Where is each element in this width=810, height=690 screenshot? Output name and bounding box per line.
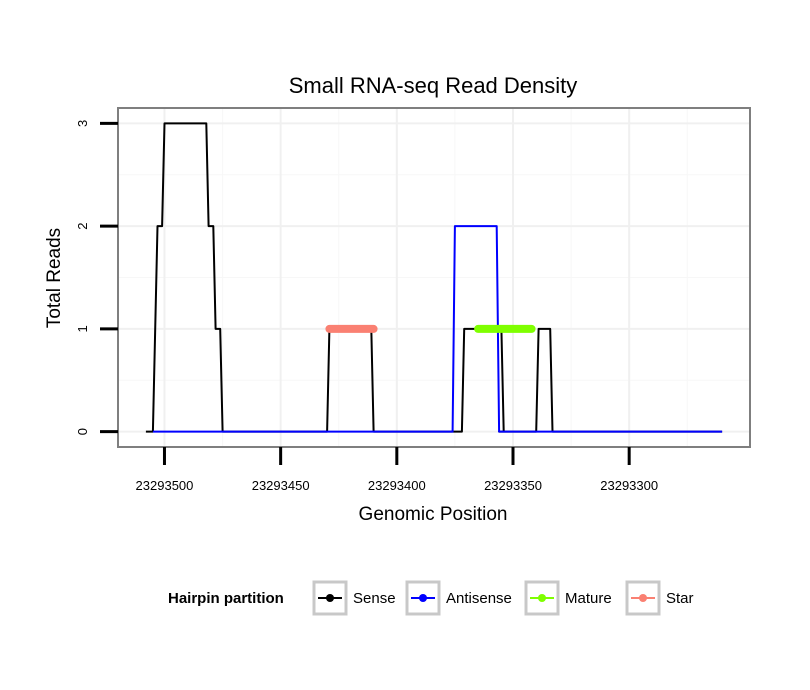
legend-key-dot xyxy=(326,594,334,602)
legend-key-dot xyxy=(538,594,546,602)
legend-label-star: Star xyxy=(666,590,694,607)
legend-label-antisense: Antisense xyxy=(446,590,512,607)
y-tick-label: 1 xyxy=(75,325,90,332)
series-layer xyxy=(145,122,723,433)
y-axis: 0 1 2 3 xyxy=(75,120,118,435)
legend-label-mature: Mature xyxy=(565,590,612,607)
legend-title: Hairpin partition xyxy=(168,590,284,607)
x-tick-label: 23293500 xyxy=(136,478,194,493)
y-tick-label: 3 xyxy=(75,120,90,127)
x-axis-title: Genomic Position xyxy=(359,504,508,525)
series-line-antisense xyxy=(152,225,723,433)
x-tick-label: 23293450 xyxy=(252,478,310,493)
legend-key-dot xyxy=(419,594,427,602)
chart-title: Small RNA-seq Read Density xyxy=(289,73,578,98)
x-tick-label: 23293300 xyxy=(600,478,658,493)
plot-border xyxy=(117,107,751,448)
legend-key-dot xyxy=(639,594,647,602)
y-tick-label: 0 xyxy=(75,428,90,435)
y-tick-label: 2 xyxy=(75,223,90,230)
x-tick-label: 23293350 xyxy=(484,478,542,493)
legend-label-sense: Sense xyxy=(353,590,396,607)
x-tick-label: 23293400 xyxy=(368,478,426,493)
y-axis-title: Total Reads xyxy=(44,228,65,328)
x-axis: 23293500 23293450 23293400 23293350 23293300 xyxy=(136,447,658,493)
legend: Hairpin partition Sense Antisense Mature St… xyxy=(168,580,694,616)
